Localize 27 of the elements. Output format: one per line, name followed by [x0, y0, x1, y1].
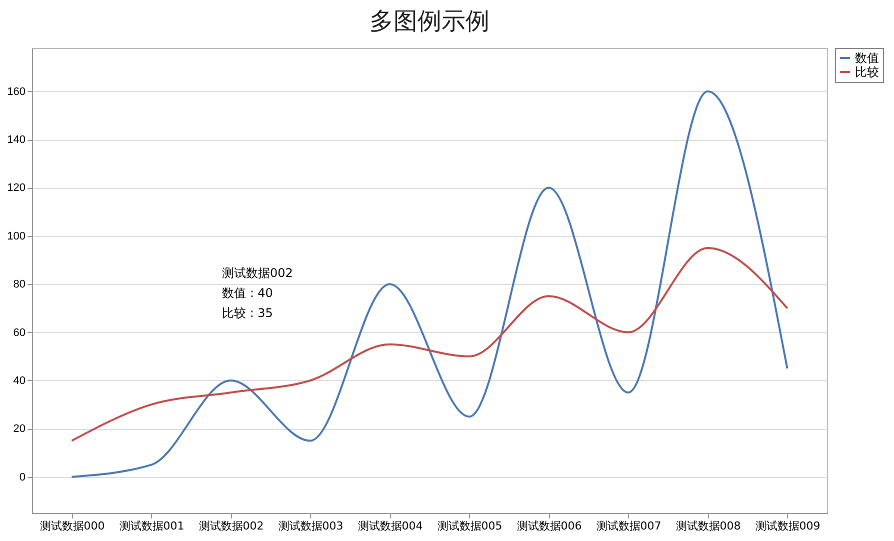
y-tick-label: 100	[7, 230, 26, 242]
y-tick-label: 140	[7, 134, 26, 146]
line-series	[70, 90, 788, 478]
x-tick-label: 测试数据000	[40, 520, 105, 532]
x-tick-label: 测试数据009	[755, 520, 820, 532]
y-tick-label: 120	[7, 182, 26, 194]
annotation: 测试数据002	[222, 266, 293, 280]
legend-label: 比较	[855, 65, 879, 79]
x-tick-label: 测试数据002	[198, 520, 264, 532]
x-tick-label: 测试数据004	[358, 520, 423, 532]
line-series	[70, 246, 788, 442]
y-tick-label: 0	[19, 471, 26, 484]
annotation: 数值 : 40	[222, 286, 273, 300]
y-tick-label: 80	[13, 278, 26, 291]
y-tick-label: 40	[13, 374, 26, 387]
annotation: 比较 : 35	[222, 306, 273, 320]
x-tick-label: 测试数据008	[676, 520, 741, 532]
y-tick-label: 20	[13, 423, 26, 436]
x-tick-label: 测试数据006	[516, 520, 582, 532]
chart-title: 多图例示例	[370, 7, 490, 35]
x-tick-label: 测试数据003	[278, 520, 344, 532]
x-tick-label: 测试数据005	[437, 520, 502, 532]
y-tick-label: 60	[13, 326, 26, 339]
x-tick-label: 测试数据001	[119, 520, 184, 532]
x-tick-label: 测试数据007	[596, 520, 662, 532]
legend-label: 数值	[855, 51, 879, 65]
y-tick-label: 160	[7, 86, 26, 98]
